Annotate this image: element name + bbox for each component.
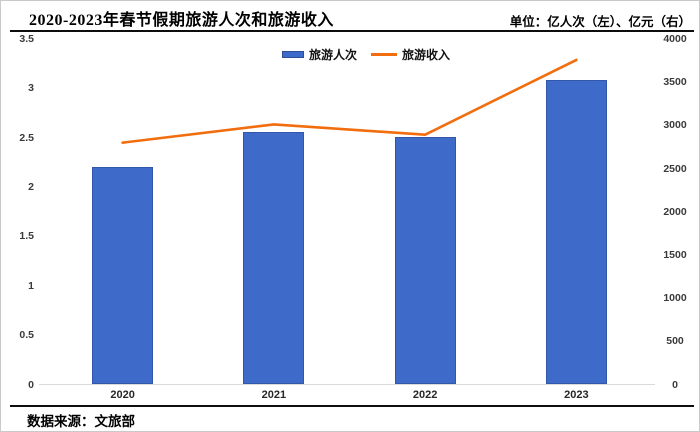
legend-item-revenue: 旅游收入 [371,46,450,63]
right-axis-tick-2000: 2000 [663,205,687,218]
right-axis-tick-3500: 3500 [663,76,687,89]
left-axis-tick-3.5: 3.5 [19,33,34,45]
right-axis-tick-4000: 4000 [663,33,687,45]
right-axis-tick-3000: 3000 [663,119,687,132]
bar-2023 [545,80,607,385]
bar-2020 [92,167,154,385]
left-axis-tick-2.5: 2.5 [19,131,34,144]
left-axis-tick-1: 1 [28,279,34,292]
left-axis-tick-0: 0 [28,378,34,391]
footer-divider [10,405,694,407]
bar-series-swatch-icon [282,51,304,58]
bar-2022 [394,136,456,385]
chart-legend: 旅游人次 旅游收入 [282,46,450,63]
data-source: 数据来源：文旅部 [27,414,135,429]
title-divider [10,30,694,32]
x-axis-line [39,383,655,385]
legend-label-revenue: 旅游收入 [402,48,451,62]
right-axis-tick-0: 0 [672,378,678,391]
left-axis-tick-3: 3 [28,82,34,95]
left-axis-tick-2: 2 [28,181,34,194]
page-title: 2020-2023年春节假期旅游人次和旅游收入 [29,12,334,29]
right-axis-tick-1000: 1000 [663,292,687,305]
x-axis-label-2021: 2021 [261,389,287,401]
right-axis-tick-1500: 1500 [663,248,687,261]
left-axis-tick-1.5: 1.5 [19,230,34,243]
bar-2021 [243,131,305,385]
x-axis-label-2023: 2023 [564,389,589,401]
unit-label: 单位：亿人次（左）、亿元（右） [509,15,691,29]
right-axis-tick-2500: 2500 [663,162,687,175]
x-axis-label-2022: 2022 [412,389,438,401]
revenue-line [121,58,578,144]
legend-item-visitors: 旅游人次 [282,46,357,63]
right-axis-tick-500: 500 [666,335,684,348]
line-series-swatch-icon [371,53,398,56]
legend-label-visitors: 旅游人次 [309,48,358,62]
x-axis-label-2020: 2020 [110,389,135,401]
left-axis-tick-0.5: 0.5 [19,329,34,342]
